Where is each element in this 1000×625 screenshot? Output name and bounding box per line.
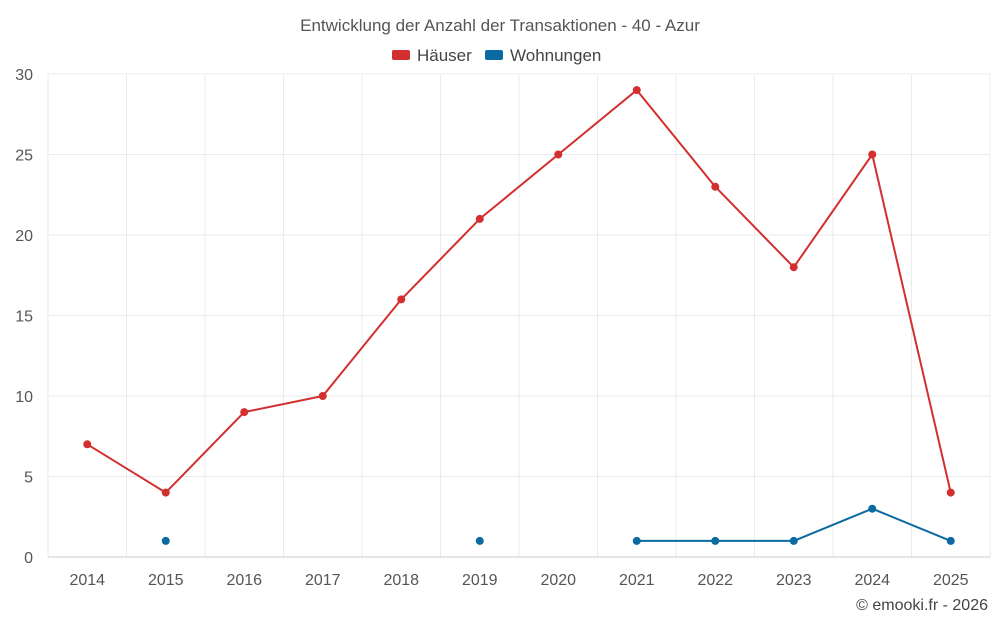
- data-point-haeuser-2016[interactable]: [240, 408, 249, 417]
- data-point-haeuser-2018[interactable]: [397, 295, 406, 304]
- data-point-haeuser-2024[interactable]: [868, 150, 877, 159]
- series-line-segment-haeuser: [871, 153, 952, 494]
- y-tick-label: 5: [24, 470, 33, 487]
- x-tick-label: 2014: [69, 572, 105, 589]
- x-tick-label: 2015: [148, 572, 184, 589]
- data-point-wohnungen-2022[interactable]: [711, 536, 720, 545]
- data-point-wohnungen-2024[interactable]: [868, 504, 877, 513]
- y-tick-label: 0: [24, 550, 33, 567]
- series-wohnungen: [161, 504, 955, 545]
- data-point-haeuser-2014[interactable]: [83, 440, 92, 449]
- data-point-haeuser-2020[interactable]: [554, 150, 563, 159]
- series-line-segment-haeuser: [321, 298, 403, 397]
- x-tick-label: 2017: [305, 572, 341, 589]
- data-point-haeuser-2015[interactable]: [161, 488, 170, 497]
- data-point-wohnungen-2015[interactable]: [161, 536, 170, 545]
- series-line-segment-haeuser: [164, 411, 246, 494]
- series-line-segment-haeuser: [478, 153, 560, 220]
- data-point-haeuser-2023[interactable]: [789, 263, 798, 272]
- series-line-segment-wohnungen: [871, 507, 952, 542]
- data-point-haeuser-2021[interactable]: [632, 86, 641, 95]
- x-axis: 2014 2015 2016 2017 2018 2019 2020 2021 2022 2023…: [48, 556, 990, 589]
- series-line-segment-haeuser: [400, 217, 481, 301]
- legend-label-wohnungen: Wohnungen: [510, 46, 601, 65]
- x-tick-label: 2024: [854, 572, 890, 589]
- data-point-wohnungen-2025[interactable]: [946, 536, 955, 545]
- legend-label-haeuser: Häuser: [417, 46, 472, 65]
- data-point-haeuser-2025[interactable]: [946, 488, 955, 497]
- chart-title: Entwicklung der Anzahl der Transaktionen…: [300, 16, 700, 35]
- legend-item-wohnungen[interactable]: Wohnungen: [485, 46, 601, 65]
- series-line-segment-haeuser: [557, 89, 638, 156]
- legend: Häuser Wohnungen: [392, 46, 601, 65]
- legend-swatch-wohnungen: [485, 50, 503, 60]
- series-line-segment-haeuser: [714, 185, 795, 269]
- credit-text: © emooki.fr - 2026: [856, 597, 988, 614]
- y-tick-label: 25: [15, 148, 33, 165]
- y-tick-label: 10: [15, 389, 33, 406]
- series-line-segment-haeuser: [243, 395, 324, 414]
- x-tick-label: 2016: [226, 572, 262, 589]
- data-point-haeuser-2017[interactable]: [318, 392, 327, 400]
- series-line-segment-haeuser: [635, 89, 717, 188]
- series: [83, 86, 955, 545]
- series-line-segment-haeuser: [792, 153, 874, 269]
- y-axis: 0 5 10 15 20 25 30: [15, 67, 33, 567]
- series-line-segment-wohnungen: [792, 507, 874, 542]
- data-point-haeuser-2022[interactable]: [711, 182, 720, 191]
- x-tick-label: 2023: [776, 572, 812, 589]
- x-tick-label: 2022: [697, 572, 733, 589]
- y-tick-label: 20: [15, 228, 33, 245]
- grid: [47, 73, 991, 558]
- series-line-segment-haeuser: [86, 443, 167, 494]
- x-tick-label: 2019: [462, 572, 498, 589]
- x-tick-label: 2021: [619, 572, 655, 589]
- data-point-wohnungen-2021[interactable]: [632, 536, 641, 545]
- series-haeuser: [83, 86, 955, 497]
- data-point-wohnungen-2019[interactable]: [475, 536, 484, 545]
- x-tick-label: 2020: [540, 572, 576, 589]
- legend-item-haeuser[interactable]: Häuser: [392, 46, 472, 65]
- y-tick-label: 30: [15, 67, 33, 84]
- data-point-haeuser-2019[interactable]: [475, 214, 484, 223]
- x-tick-label: 2025: [933, 572, 969, 589]
- data-point-wohnungen-2023[interactable]: [789, 536, 798, 545]
- legend-swatch-haeuser: [392, 50, 410, 60]
- y-tick-label: 15: [15, 309, 33, 326]
- x-tick-label: 2018: [383, 572, 419, 589]
